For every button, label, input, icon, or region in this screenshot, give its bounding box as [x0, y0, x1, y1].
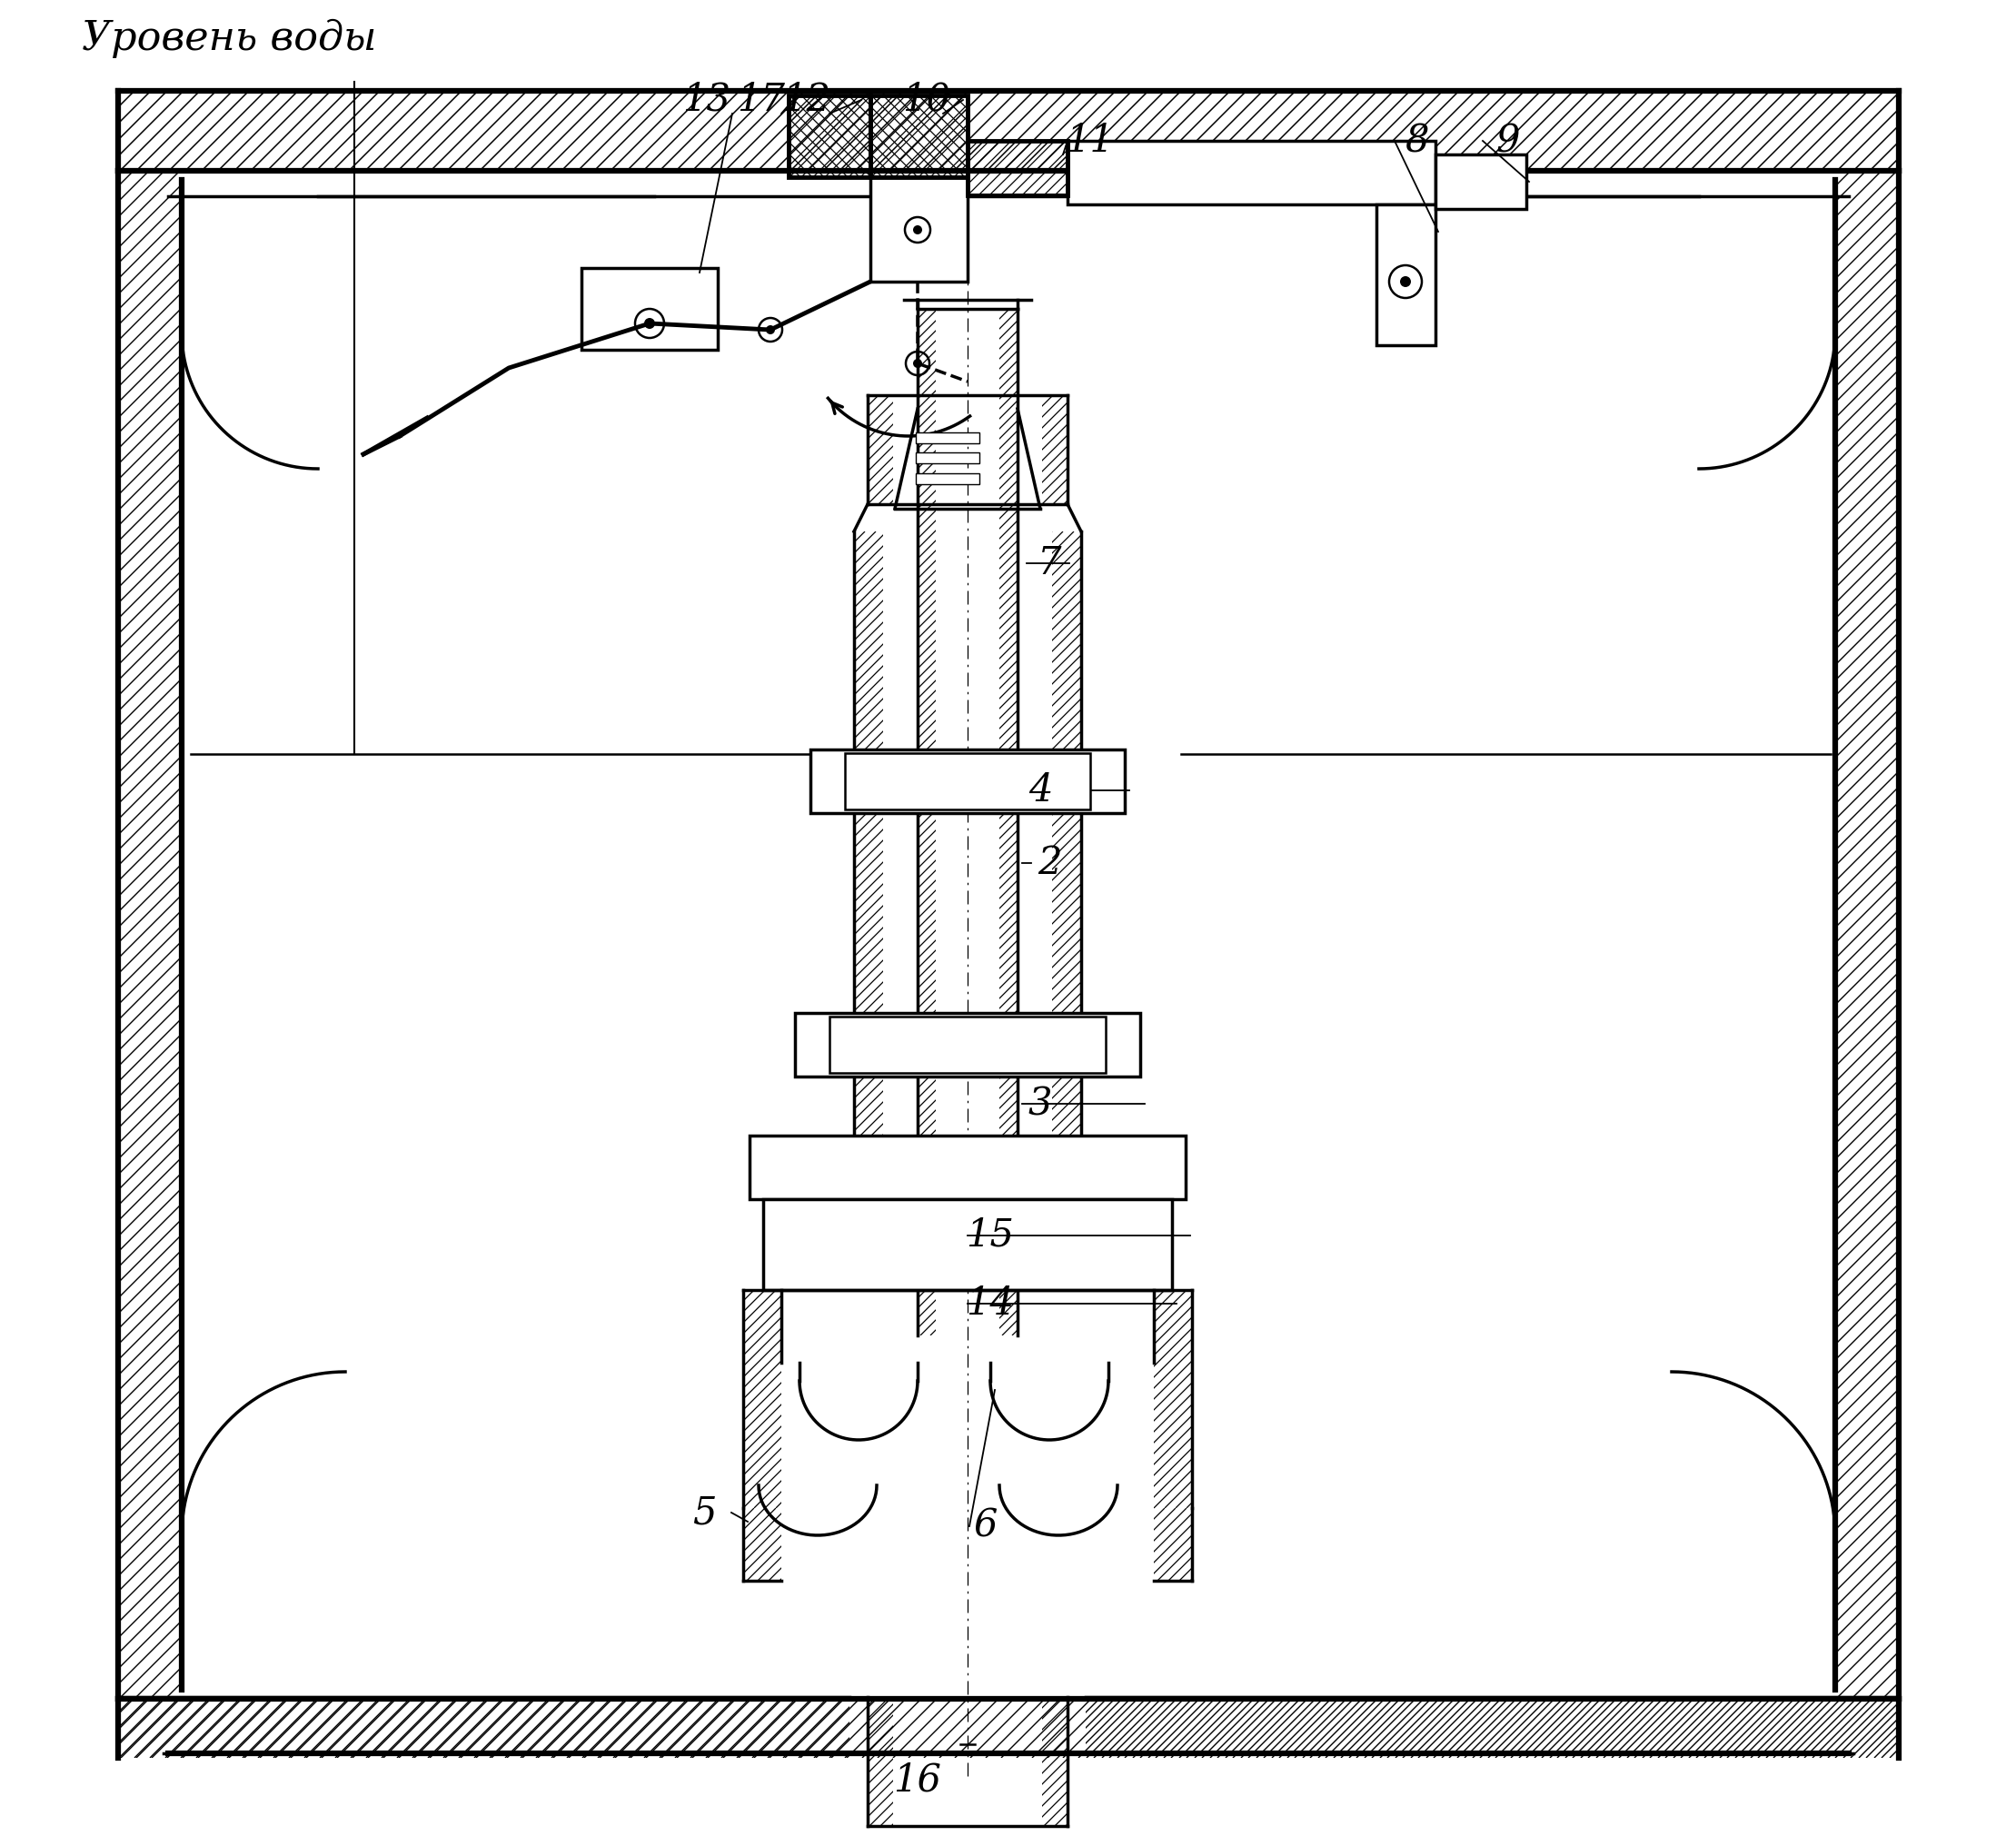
Bar — [1435, 154, 1526, 209]
Text: 13: 13 — [683, 81, 732, 119]
Text: 8: 8 — [1405, 121, 1429, 160]
Circle shape — [766, 325, 774, 334]
Bar — [581, 268, 718, 349]
Bar — [968, 141, 1068, 195]
Text: 2: 2 — [1038, 845, 1060, 881]
Bar — [788, 95, 871, 176]
Text: 9: 9 — [1496, 121, 1520, 160]
Text: 7: 7 — [1038, 543, 1060, 582]
Bar — [1068, 141, 1435, 204]
Circle shape — [913, 358, 921, 367]
Text: Уровень воды: Уровень воды — [83, 18, 377, 59]
Bar — [915, 474, 980, 485]
Text: 6: 6 — [974, 1507, 998, 1546]
Text: 12: 12 — [782, 81, 831, 119]
Bar — [915, 433, 980, 442]
Bar — [794, 1013, 1141, 1076]
Text: 14: 14 — [966, 1285, 1014, 1322]
Bar — [871, 176, 968, 281]
Text: 17: 17 — [738, 81, 786, 119]
Text: 10: 10 — [903, 81, 952, 119]
Text: 3: 3 — [1028, 1085, 1052, 1124]
Text: 4: 4 — [1028, 771, 1052, 810]
Bar — [829, 1017, 1105, 1072]
Text: 15: 15 — [966, 1217, 1014, 1254]
Bar — [750, 1136, 1185, 1199]
Circle shape — [645, 318, 655, 329]
Bar — [915, 452, 980, 463]
Bar — [1377, 204, 1435, 345]
Bar — [764, 1199, 1171, 1291]
Bar — [845, 753, 1091, 810]
Bar — [871, 95, 968, 176]
Text: 11: 11 — [1066, 121, 1115, 160]
Text: 5: 5 — [691, 1493, 716, 1531]
Circle shape — [1399, 275, 1411, 286]
Circle shape — [913, 226, 921, 235]
Text: 16: 16 — [893, 1761, 941, 1799]
Bar — [810, 749, 1125, 813]
